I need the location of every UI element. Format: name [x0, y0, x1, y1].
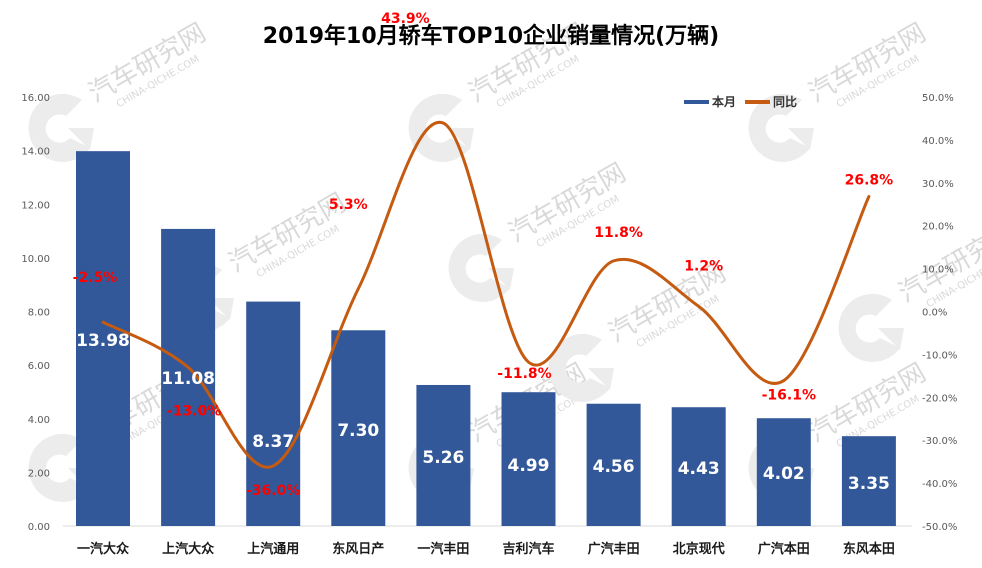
watermark-arrow-icon: [588, 368, 614, 390]
right-axis-tick: 0.0%: [922, 308, 947, 319]
watermark-arrow-icon: [448, 128, 474, 150]
bar-value-label: 4.02: [763, 464, 805, 484]
legend-label-bar: 本月: [712, 94, 736, 109]
watermark-logo-icon: [748, 93, 810, 162]
bar-value-label: 4.56: [593, 457, 635, 477]
right-axis-tick: -30.0%: [922, 436, 957, 447]
yoy-value-label: -36.0%: [246, 483, 300, 499]
right-axis-tick: 50.0%: [922, 93, 954, 104]
category-label: 东风本田: [843, 541, 895, 557]
yoy-value-label: 11.8%: [594, 225, 643, 241]
right-axis-tick: 30.0%: [922, 179, 954, 190]
watermark-logo-icon: [548, 333, 610, 402]
category-label: 一汽丰田: [417, 541, 469, 557]
bar: [671, 407, 726, 526]
bar: [841, 436, 896, 526]
bar-data-labels: 13.98 11.08 8.37 7.30 5.26 4.99 4.56 4.43 4.02 3.…: [76, 331, 890, 494]
bar: [416, 384, 471, 526]
bar-value-label: 4.99: [508, 456, 550, 476]
bar-series: [76, 151, 896, 527]
left-axis: 0.00 2.00 4.00 6.00 8.00 10.00 12.00 14.00 16.00: [21, 93, 50, 533]
watermark-logo-icon: [28, 93, 90, 162]
left-axis-tick: 4.00: [28, 415, 50, 426]
yoy-value-label: -2.5%: [73, 270, 118, 286]
category-label: 东风日产: [332, 541, 384, 557]
left-axis-tick: 16.00: [21, 93, 50, 104]
left-axis-tick: 2.00: [28, 468, 50, 479]
yoy-value-label: 5.3%: [329, 197, 368, 213]
yoy-value-label: -16.1%: [762, 388, 816, 404]
right-axis-tick: -50.0%: [922, 522, 957, 533]
watermark-logo-icon: [448, 233, 510, 302]
yoy-value-label: -13.0%: [167, 403, 221, 419]
bar-value-label: 4.43: [678, 459, 720, 479]
bar-value-label: 8.37: [252, 432, 294, 452]
bar: [501, 392, 556, 526]
left-axis-tick: 0.00: [28, 522, 50, 533]
bar: [76, 151, 130, 526]
right-axis-tick: 10.0%: [922, 265, 954, 276]
yoy-line: [101, 120, 871, 469]
category-labels: 一汽大众 上汽大众 上汽通用 东风日产 一汽丰田 吉利汽车 广汽丰田 北京现代 广汽本田 东风本田: [77, 541, 895, 557]
bar-value-label: 7.30: [337, 421, 379, 441]
right-axis: -50.0% -40.0% -30.0% -20.0% -10.0% 0.0% 10.0% 2…: [922, 93, 957, 533]
bar: [161, 228, 216, 527]
watermark-arrow-icon: [68, 128, 94, 150]
category-label: 吉利汽车: [502, 541, 554, 557]
legend-swatch-bar: [684, 100, 709, 104]
category-label: 广汽本田: [758, 541, 810, 557]
left-axis-tick: 12.00: [21, 200, 50, 211]
bar: [756, 418, 811, 526]
right-axis-tick: -40.0%: [922, 479, 957, 490]
right-axis-tick: 40.0%: [922, 136, 954, 147]
bar-value-label: 13.98: [76, 331, 130, 351]
watermark-logo-icon: [838, 293, 900, 362]
bar: [246, 301, 301, 526]
legend-swatch-line: [745, 100, 770, 104]
right-axis-tick: -20.0%: [922, 393, 957, 404]
left-axis-tick: 8.00: [28, 308, 50, 319]
left-axis-tick: 6.00: [28, 361, 50, 372]
watermark-logo-icon: [408, 93, 470, 162]
left-axis-tick: 10.00: [21, 254, 50, 265]
category-label: 一汽大众: [77, 541, 129, 557]
watermark-arrow-icon: [878, 328, 904, 350]
category-label: 上汽大众: [162, 541, 214, 557]
right-axis-tick: 20.0%: [922, 222, 954, 233]
yoy-value-label: 1.2%: [684, 258, 723, 274]
legend-label-line: 同比: [773, 94, 797, 109]
yoy-value-label: -11.8%: [497, 366, 551, 382]
category-label: 北京现代: [673, 541, 725, 557]
bar: [586, 403, 641, 526]
yoy-value-label: 26.8%: [845, 173, 894, 189]
right-axis-tick: -10.0%: [922, 350, 957, 361]
yoy-value-label: 43.9%: [381, 11, 430, 27]
bar: [331, 330, 386, 526]
watermark-arrow-icon: [788, 128, 814, 150]
chart-title: 2019年10月轿车TOP10企业销量情况(万辆): [263, 23, 719, 49]
category-label: 广汽丰田: [588, 541, 640, 557]
category-label: 上汽通用: [247, 541, 299, 557]
legend: 本月 同比: [684, 94, 797, 109]
line-series: [101, 120, 871, 469]
bar-value-label: 3.35: [848, 474, 890, 494]
bar-value-label: 11.08: [161, 369, 215, 389]
watermark-logo-icon: [28, 433, 90, 502]
line-data-labels: -2.5% -13.0% -36.0% 5.3% 43.9% -11.8% 11.8% 1.2…: [73, 11, 894, 499]
left-axis-tick: 14.00: [21, 147, 50, 158]
bar-value-label: 5.26: [422, 448, 464, 468]
